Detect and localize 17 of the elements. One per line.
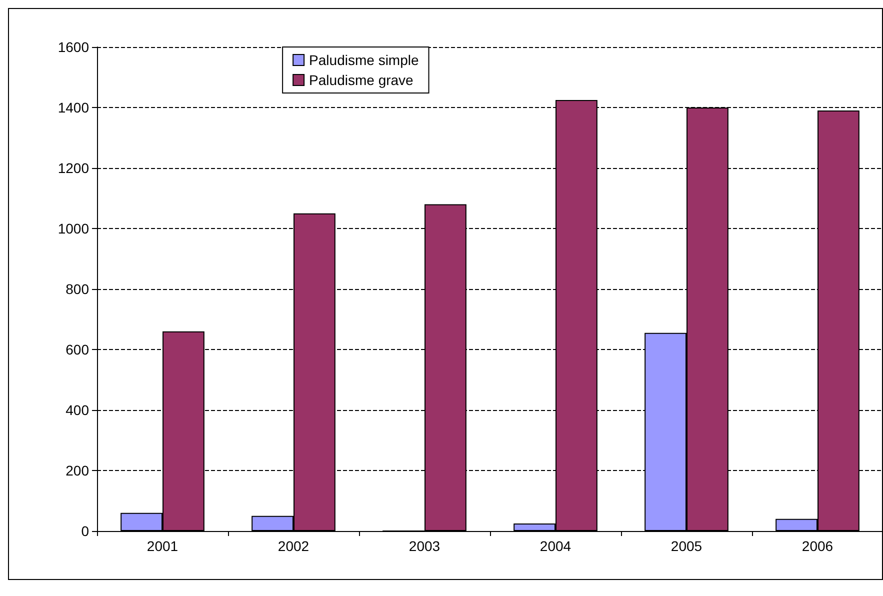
y-tick-label: 200 bbox=[66, 462, 90, 478]
y-tick-label: 1400 bbox=[58, 100, 90, 116]
legend-label: Paludisme grave bbox=[309, 72, 414, 88]
x-tick-label: 2002 bbox=[278, 538, 310, 554]
y-tick-label: 800 bbox=[66, 281, 90, 297]
y-tick-label: 1200 bbox=[58, 160, 90, 176]
y-tick-label: 600 bbox=[66, 342, 90, 358]
y-tick-label: 0 bbox=[81, 523, 90, 539]
x-tick-label: 2001 bbox=[146, 538, 178, 554]
y-tick-label: 1000 bbox=[58, 220, 90, 236]
x-tick-label: 2005 bbox=[670, 538, 702, 554]
y-tick-label: 400 bbox=[66, 402, 90, 418]
legend-label: Paludisme simple bbox=[309, 52, 419, 68]
y-tick-label: 1600 bbox=[58, 39, 90, 55]
x-tick-label: 2004 bbox=[540, 538, 572, 554]
x-tick-label: 2003 bbox=[408, 538, 440, 554]
x-tick-label: 2006 bbox=[802, 538, 834, 554]
